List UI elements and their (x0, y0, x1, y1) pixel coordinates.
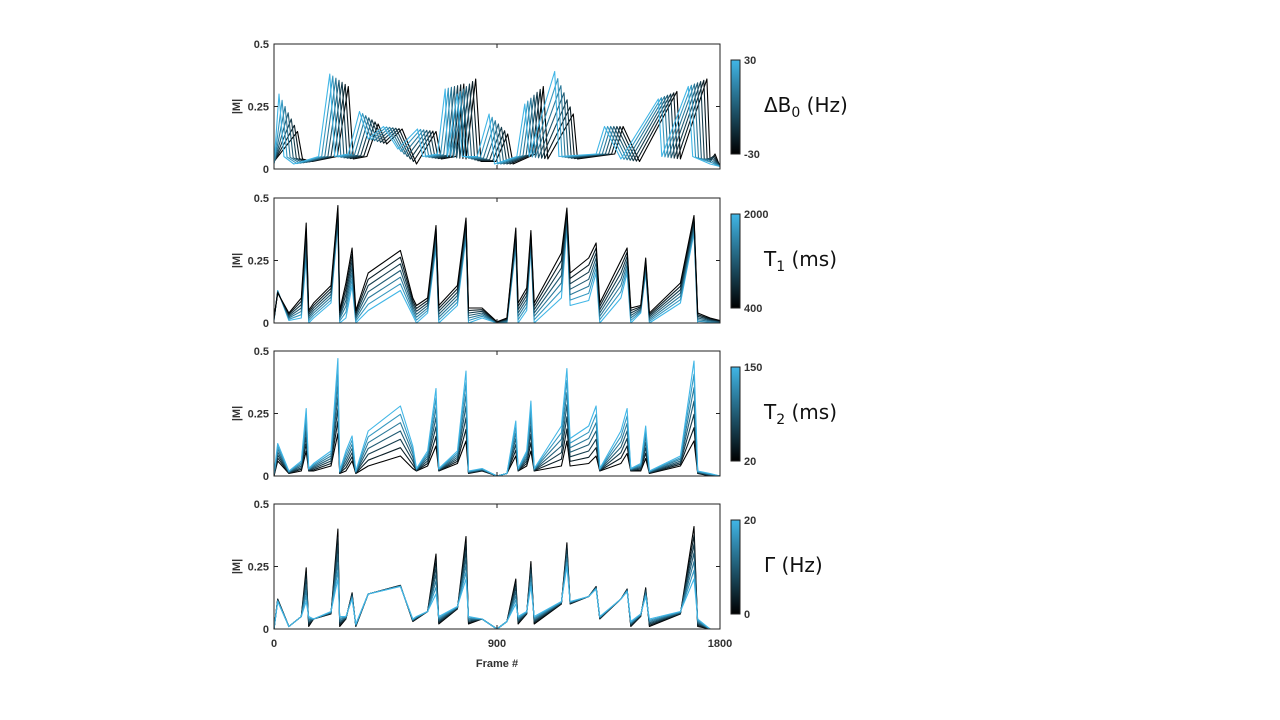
colorbar-title-symbol: T (764, 399, 777, 424)
colorbar-title-subscript: 2 (776, 411, 786, 428)
y-axis-label: |M| (231, 406, 243, 421)
panel-2: 0 0.25 0.5 |M| 2000 400 (231, 193, 768, 330)
colorbar-title-unit: (Hz) (800, 92, 848, 117)
series-line (273, 79, 721, 167)
colorbar-max-label: 30 (744, 55, 756, 67)
y-axis-label: |M| (231, 99, 243, 114)
panel-4: 0 0.25 0.5 0 900 1800 Frame # |M| 20 0 (231, 499, 756, 670)
colorbar-title-symbol: T (764, 246, 777, 271)
series-line (273, 382, 721, 477)
colorbar-min-label: 400 (744, 303, 762, 315)
x-axis-label: Frame # (476, 658, 518, 670)
y-tick-label: 0.25 (248, 102, 269, 114)
colorbar-max-label: 150 (744, 362, 762, 374)
series-line (273, 79, 721, 167)
colorbar-title: T1 (ms) (764, 247, 837, 275)
colorbar-max-label: 20 (744, 515, 756, 527)
series-line (273, 565, 720, 630)
series-line (273, 534, 720, 630)
y-tick-label: 0 (263, 624, 269, 636)
y-tick-label: 0 (263, 164, 269, 176)
series-line (273, 70, 721, 168)
colorbar (730, 366, 741, 462)
colorbar-title: T2 (ms) (764, 400, 837, 428)
colorbar-title-unit: (ms) (785, 246, 838, 271)
series-line (273, 77, 721, 167)
axes-box (273, 350, 721, 477)
colorbar-title: ΔB0 (Hz) (764, 93, 848, 121)
y-tick-label: 0.5 (254, 39, 269, 51)
y-tick-label: 0.5 (254, 346, 269, 358)
series-line (273, 525, 720, 630)
colorbar-title-subscript: 1 (776, 258, 786, 275)
colorbar (730, 213, 741, 309)
y-tick-label: 0.5 (254, 499, 269, 511)
colorbar-min-label: 0 (744, 609, 750, 621)
y-axis-label: |M| (231, 253, 243, 268)
series-line (273, 204, 721, 323)
y-tick-label: 0 (263, 471, 269, 483)
series-line (273, 357, 721, 477)
series-line (273, 395, 721, 477)
y-axis-label: |M| (231, 559, 243, 574)
series-line (273, 78, 721, 167)
colorbar (730, 59, 741, 155)
series-line (273, 370, 721, 477)
colorbar (730, 519, 741, 615)
colorbar-title-unit: (ms) (785, 399, 838, 424)
y-tick-label: 0 (263, 318, 269, 330)
colorbar-min-label: 20 (744, 456, 756, 468)
series-line (273, 75, 721, 167)
y-tick-label: 0.25 (248, 256, 269, 268)
x-tick-label: 1800 (708, 638, 732, 650)
series-line (273, 80, 721, 167)
colorbar-title-symbol: ΔB (764, 92, 792, 117)
colorbar-max-label: 2000 (744, 209, 768, 221)
x-tick-label: 900 (488, 638, 506, 650)
colorbar-title: Γ (Hz) (764, 553, 823, 581)
y-tick-label: 0.25 (248, 562, 269, 574)
colorbar-title-symbol: Γ (764, 552, 776, 577)
colorbar-min-label: -30 (744, 149, 760, 161)
panel-1: 0 0.25 0.5 |M| 30 -30 (231, 39, 760, 176)
y-tick-label: 0.25 (248, 409, 269, 421)
axes-box (273, 503, 721, 630)
y-tick-label: 0.5 (254, 193, 269, 205)
colorbar-title-unit: (Hz) (775, 552, 823, 577)
x-tick-label: 0 (271, 638, 277, 650)
colorbar-title-subscript: 0 (791, 104, 801, 121)
panel-3: 0 0.25 0.5 |M| 150 20 (231, 346, 762, 483)
